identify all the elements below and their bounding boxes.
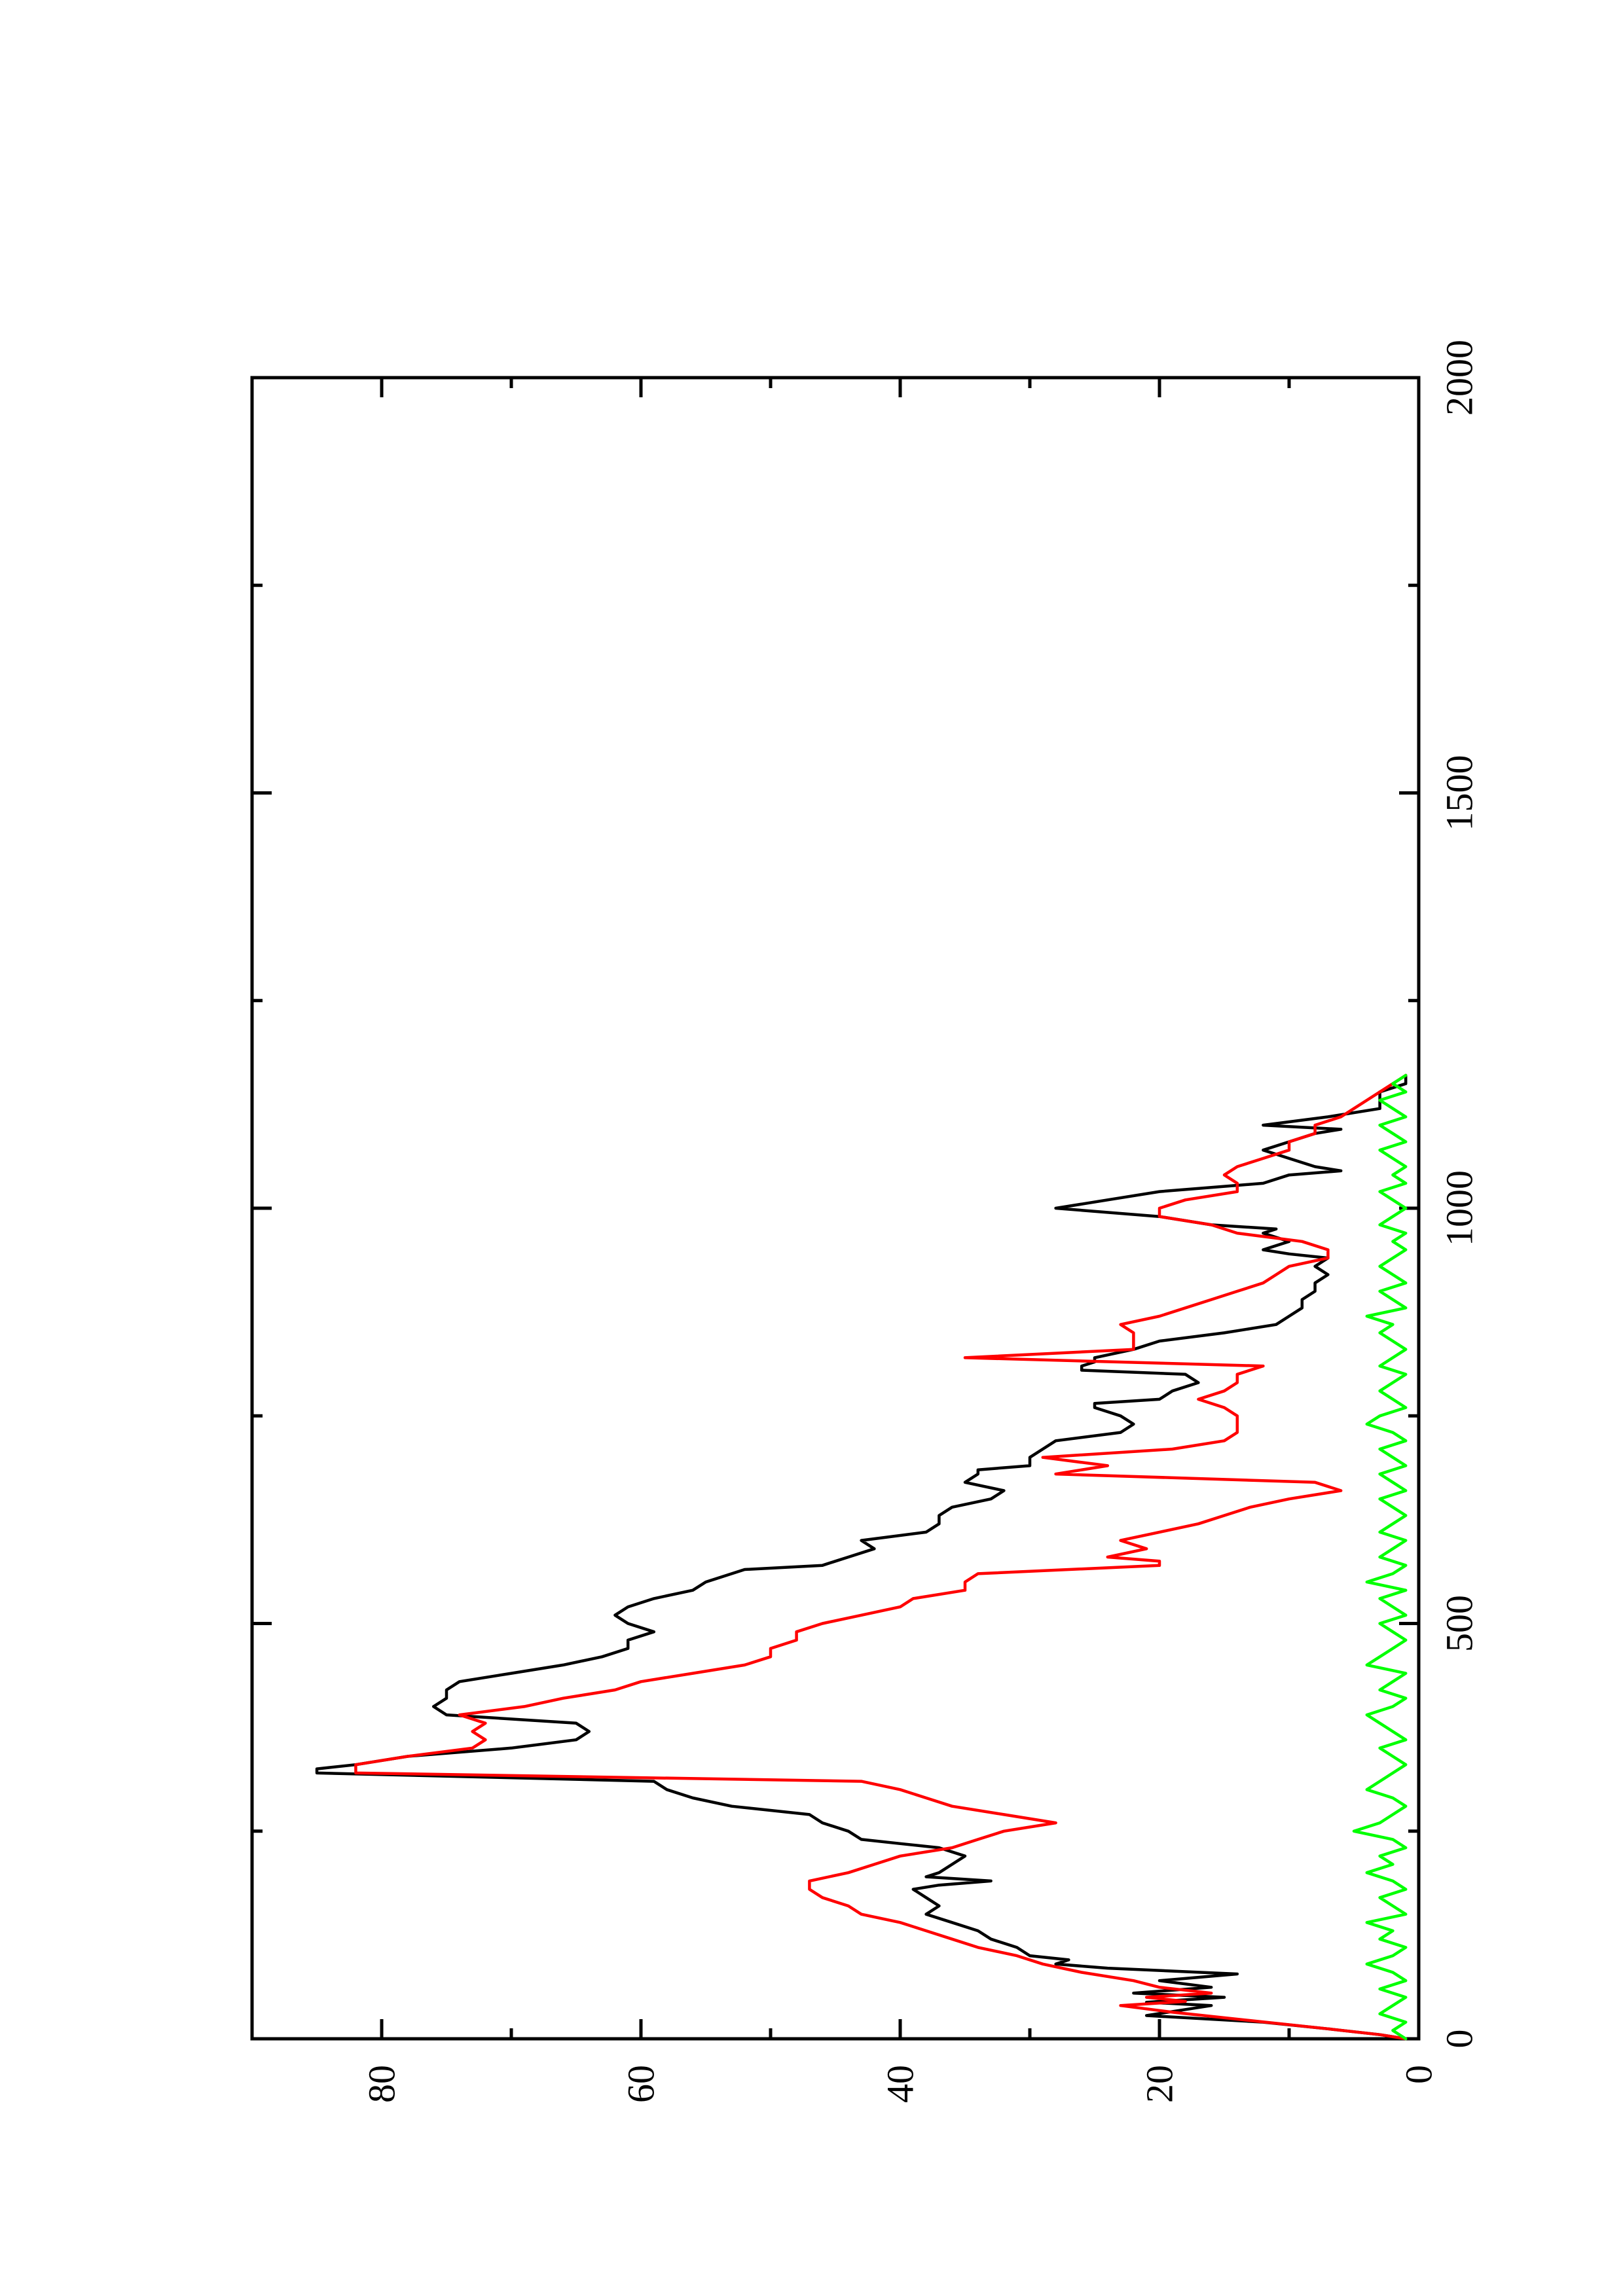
- y-tick-label: 80: [361, 2065, 403, 2103]
- y-tick-label: 0: [1398, 2065, 1440, 2084]
- y-tick-label: 40: [879, 2065, 922, 2103]
- series-black-line: [315, 1073, 1408, 2041]
- x-tick-label: 0: [1438, 2030, 1481, 2049]
- series-red-line: [354, 1073, 1408, 2041]
- series-layer: [315, 1073, 1408, 2041]
- axis-ticks: [252, 376, 1421, 2041]
- x-tick-label: 1000: [1438, 1170, 1481, 1246]
- x-tick-label: 500: [1438, 1595, 1481, 1652]
- x-tick-label: 1500: [1438, 755, 1481, 831]
- series-green-line: [1352, 1073, 1408, 2041]
- axis-tick-labels: 0 500 1000 1500 2000 0 20 40 60 80: [361, 340, 1481, 2103]
- y-tick-label: 60: [620, 2065, 663, 2103]
- plot-frame: [250, 376, 1421, 2041]
- y-tick-label: 20: [1139, 2065, 1181, 2103]
- x-tick-label: 2000: [1438, 340, 1481, 416]
